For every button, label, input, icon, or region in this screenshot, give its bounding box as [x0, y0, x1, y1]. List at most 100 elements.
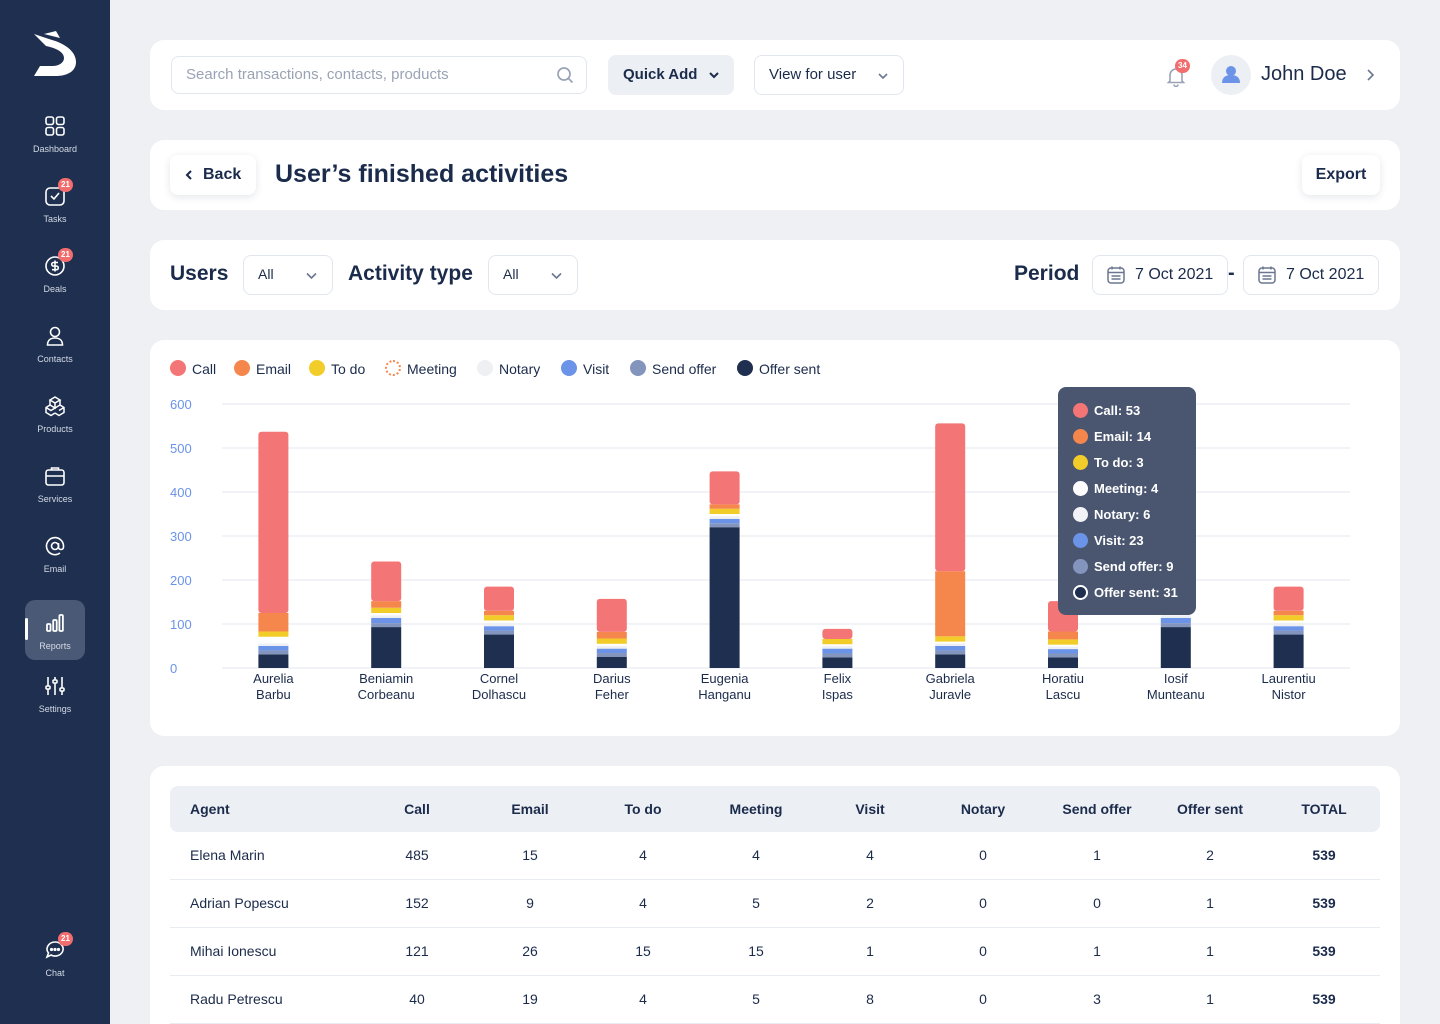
col-visit[interactable]: Visit — [855, 801, 885, 817]
back-button[interactable]: Back — [170, 155, 256, 195]
bar-segment-visit[interactable] — [258, 646, 289, 651]
bar-segment-todo[interactable] — [596, 638, 627, 644]
avatar[interactable] — [1211, 55, 1251, 95]
col-notary[interactable]: Notary — [960, 801, 1006, 817]
bar-segment-send_offer[interactable] — [935, 650, 966, 655]
bar-segment-notary[interactable] — [822, 646, 853, 649]
bar-segment-offer_sent[interactable] — [1160, 627, 1191, 668]
bar-segment-send_offer[interactable] — [709, 523, 740, 528]
date-to-picker[interactable]: 7 Oct 2021 — [1243, 255, 1379, 295]
bar-segment-meeting[interactable] — [258, 636, 289, 644]
bar-segment-call[interactable] — [709, 471, 740, 505]
bar-segment-send_offer[interactable] — [596, 653, 627, 657]
bar-segment-email[interactable] — [935, 571, 966, 637]
bar-segment-notary[interactable] — [484, 622, 514, 627]
bar-segment-notary[interactable] — [935, 643, 966, 646]
bar-segment-visit[interactable] — [822, 648, 853, 654]
table-row[interactable]: Elena Marin 485 15 4 4 4 0 1 2 539 — [170, 832, 1380, 880]
bar-segment-todo[interactable] — [935, 636, 966, 642]
bar-segment-notary[interactable] — [1160, 615, 1191, 618]
bar-segment-offer_sent[interactable] — [822, 657, 853, 668]
bar-segment-offer_sent[interactable] — [258, 654, 289, 668]
col-call[interactable]: Call — [404, 801, 430, 817]
bar-segment-email[interactable] — [596, 631, 627, 639]
bar-segment-visit[interactable] — [1160, 617, 1191, 624]
bar-segment-offer_sent[interactable] — [371, 627, 402, 668]
bar-segment-offer_sent[interactable] — [709, 527, 740, 668]
search-icon[interactable] — [556, 66, 574, 84]
bar-segment-send_offer[interactable] — [484, 630, 514, 635]
col-meeting[interactable]: Meeting — [729, 801, 783, 817]
bar-segment-call[interactable] — [371, 561, 402, 602]
bar-segment-offer_sent[interactable] — [1273, 634, 1304, 668]
bar-segment-notary[interactable] — [596, 646, 627, 649]
users-select[interactable]: All — [243, 255, 333, 295]
table-row[interactable]: Mihai Ionescu 121 26 15 15 1 0 1 1 539 — [170, 928, 1380, 976]
bar-segment-offer_sent[interactable] — [935, 654, 966, 668]
bar-segment-meeting[interactable] — [484, 620, 514, 623]
nav-dashboard[interactable]: Dashboard — [25, 103, 85, 163]
bar-segment-visit[interactable] — [596, 648, 627, 654]
col-offer-sent[interactable]: Offer sent — [1176, 801, 1244, 817]
bar-segment-meeting[interactable] — [596, 643, 627, 646]
nav-reports[interactable]: Reports — [25, 600, 85, 660]
bar-segment-email[interactable] — [258, 613, 289, 632]
bar-segment-call[interactable] — [484, 586, 514, 611]
col-email[interactable]: Email — [511, 801, 549, 817]
bar-segment-todo[interactable] — [1048, 639, 1078, 645]
bar-segment-send_offer[interactable] — [371, 623, 402, 628]
nav-services[interactable]: Services — [25, 453, 85, 513]
bar-segment-send_offer[interactable] — [1160, 623, 1191, 628]
nav-tasks[interactable]: 21 Tasks — [25, 173, 85, 233]
bar-segment-call[interactable] — [596, 598, 627, 632]
bar-segment-visit[interactable] — [371, 617, 402, 624]
bar-segment-visit[interactable] — [709, 518, 740, 524]
table-row[interactable]: Adrian Popescu 152 9 4 5 2 0 0 1 539 — [170, 880, 1380, 928]
bar-segment-visit[interactable] — [484, 626, 514, 631]
bar-segment-offer_sent[interactable] — [596, 657, 627, 668]
bar-segment-call[interactable] — [822, 628, 853, 639]
bar-segment-meeting[interactable] — [1273, 620, 1304, 623]
bar-segment-todo[interactable] — [258, 631, 289, 637]
nav-chat[interactable]: 21 Chat — [25, 927, 85, 987]
bar-segment-send_offer[interactable] — [1273, 630, 1304, 635]
bar-segment-notary[interactable] — [1273, 622, 1304, 627]
bar-segment-todo[interactable] — [709, 508, 740, 514]
user-name[interactable]: John Doe — [1261, 63, 1347, 85]
bar-segment-notary[interactable] — [258, 643, 289, 646]
bar-segment-offer_sent[interactable] — [484, 634, 514, 668]
bar-segment-notary[interactable] — [1048, 646, 1078, 650]
bar-segment-meeting[interactable] — [709, 514, 740, 517]
search-input[interactable] — [186, 66, 546, 83]
bar-segment-offer_sent[interactable] — [1048, 657, 1078, 668]
bar-segment-notary[interactable] — [371, 615, 402, 618]
bar-segment-email[interactable] — [371, 601, 402, 608]
nav-email[interactable]: Email — [25, 523, 85, 583]
notifications-button[interactable]: 34 — [1165, 59, 1190, 88]
bar-segment-email[interactable] — [1273, 610, 1304, 616]
col-todo[interactable]: To do — [624, 801, 662, 817]
bar-segment-meeting[interactable] — [822, 644, 853, 646]
export-button[interactable]: Export — [1302, 155, 1380, 195]
bar-segment-meeting[interactable] — [1048, 644, 1078, 647]
bar-segment-email[interactable] — [484, 610, 514, 616]
nav-settings[interactable]: Settings — [25, 663, 85, 723]
col-send-offer[interactable]: Send offer — [1062, 801, 1132, 817]
search-box[interactable] — [171, 56, 587, 94]
bar-segment-todo[interactable] — [822, 638, 853, 645]
col-agent[interactable]: Agent — [190, 801, 230, 817]
bar-segment-email[interactable] — [1048, 631, 1078, 640]
nav-deals[interactable]: 21 Deals — [25, 243, 85, 303]
bar-segment-email[interactable] — [709, 504, 740, 509]
bar-segment-notary[interactable] — [709, 516, 740, 519]
date-from-picker[interactable]: 7 Oct 2021 — [1092, 255, 1228, 295]
bar-segment-visit[interactable] — [1048, 649, 1078, 654]
bar-segment-meeting[interactable] — [371, 613, 402, 616]
quick-add-button[interactable]: Quick Add — [608, 55, 734, 95]
bar-segment-call[interactable] — [258, 431, 289, 613]
view-for-user-dropdown[interactable]: View for user — [754, 55, 904, 95]
bar-segment-send_offer[interactable] — [258, 650, 289, 655]
logo-icon[interactable] — [30, 30, 80, 78]
table-row[interactable]: Radu Petrescu 40 19 4 5 8 0 3 1 539 — [170, 976, 1380, 1024]
chevron-right-icon[interactable] — [1363, 68, 1377, 82]
